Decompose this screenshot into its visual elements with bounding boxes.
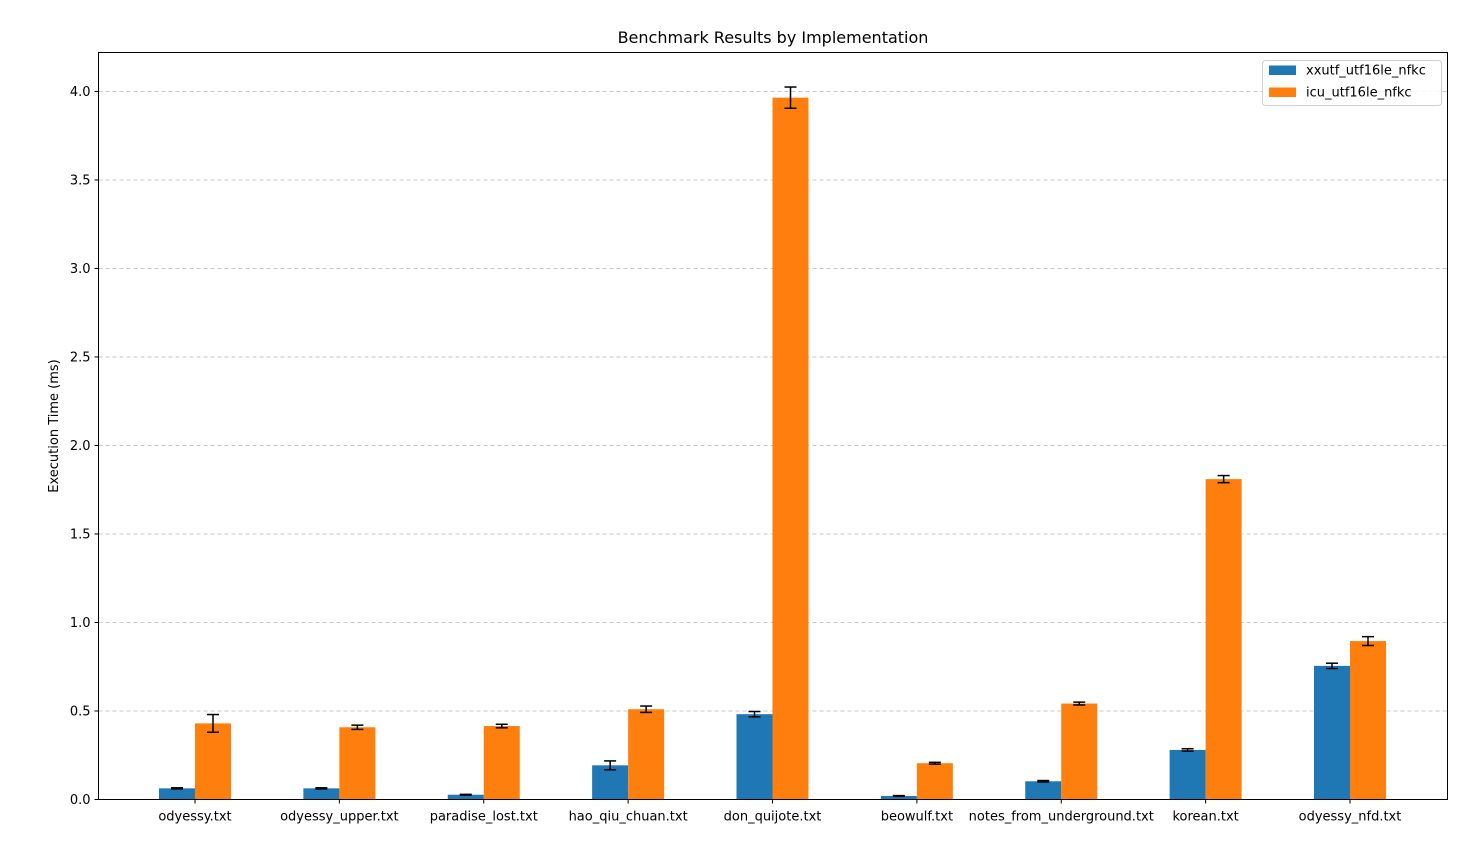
y-tick-label: 2.5 (70, 350, 91, 365)
y-tick-label: 1.0 (70, 616, 91, 631)
bar-icu_utf16le_nfkc-don_quijote.txt (772, 97, 809, 800)
legend-swatch-icu_utf16le_nfkc (1269, 87, 1296, 97)
chart-title: Benchmark Results by Implementation (618, 28, 929, 47)
bar-icu_utf16le_nfkc-paradise_lost.txt (483, 726, 520, 800)
y-tick-label: 1.5 (70, 527, 91, 542)
bars (159, 97, 1386, 800)
x-axis-ticks: odyessy.txt odyessy_upper.txt paradise_los… (158, 799, 1402, 825)
bar-xxutf_utf16le_nfkc-odyessy.txt (159, 788, 195, 800)
y-tick-label: 0.5 (70, 704, 91, 719)
x-tick-label: korean.txt (1172, 810, 1238, 825)
bar-xxutf_utf16le_nfkc-odyessy_upper.txt (303, 788, 340, 800)
bar-icu_utf16le_nfkc-odyessy_nfd.txt (1350, 641, 1386, 800)
bar-xxutf_utf16le_nfkc-paradise_lost.txt (447, 794, 484, 800)
y-tick-label: 2.0 (70, 439, 91, 454)
legend-box (1262, 60, 1442, 106)
legend-label-xxutf_utf16le_nfkc: xxutf_utf16le_nfkc (1306, 64, 1426, 79)
x-tick-label: odyessy_nfd.txt (1299, 810, 1402, 825)
bar-xxutf_utf16le_nfkc-hao_qiu_chuan.txt (592, 765, 629, 800)
bar-icu_utf16le_nfkc-notes_from_underground.txt (1061, 703, 1098, 800)
legend-swatch-xxutf_utf16le_nfkc (1269, 65, 1296, 75)
x-tick-label: notes_from_underground.txt (969, 810, 1154, 825)
y-axis-label: Execution Time (ms) (47, 359, 62, 492)
legend: xxutf_utf16le_nfkc icu_utf16le_nfkc (1262, 60, 1442, 106)
bar-xxutf_utf16le_nfkc-korean.txt (1169, 749, 1206, 800)
bar-icu_utf16le_nfkc-beowulf.txt (916, 763, 953, 800)
y-tick-label: 3.0 (70, 262, 91, 277)
bar-icu_utf16le_nfkc-odyessy.txt (195, 723, 231, 800)
x-tick-label: hao_qiu_chuan.txt (569, 810, 688, 825)
bar-icu_utf16le_nfkc-hao_qiu_chuan.txt (628, 709, 665, 800)
x-tick-label: odyessy_upper.txt (280, 810, 399, 825)
x-tick-label: beowulf.txt (881, 810, 953, 825)
bar-xxutf_utf16le_nfkc-notes_from_underground.txt (1025, 781, 1062, 800)
y-tick-label: 0.0 (70, 793, 91, 808)
y-tick-label: 3.5 (70, 173, 91, 188)
bar-xxutf_utf16le_nfkc-beowulf.txt (880, 795, 917, 800)
bar-icu_utf16le_nfkc-korean.txt (1205, 479, 1242, 800)
bar-icu_utf16le_nfkc-odyessy_upper.txt (339, 727, 376, 800)
legend-label-icu_utf16le_nfkc: icu_utf16le_nfkc (1306, 86, 1412, 101)
x-tick-label: odyessy.txt (158, 810, 231, 825)
error-bars (171, 86, 1374, 798)
bar-xxutf_utf16le_nfkc-odyessy_nfd.txt (1314, 665, 1350, 800)
y-tick-label: 4.0 (70, 85, 91, 100)
bar-xxutf_utf16le_nfkc-don_quijote.txt (736, 714, 773, 800)
y-axis-ticks: 0.0 0.5 1.0 1.5 2.0 2.5 3.0 3.5 4.0 (70, 85, 99, 808)
x-tick-label: don_quijote.txt (724, 810, 822, 825)
x-tick-label: paradise_lost.txt (430, 810, 538, 825)
